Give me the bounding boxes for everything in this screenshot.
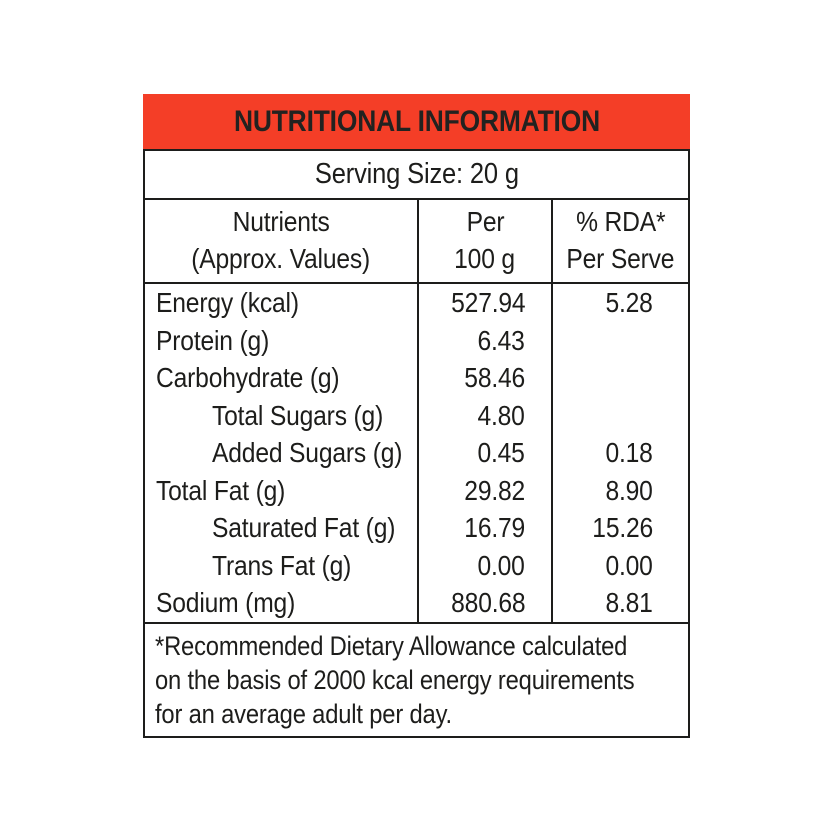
nutrient-label-carbohydrate: Carbohydrate (g) — [156, 362, 340, 394]
per100-value-total-fat: 29.82 — [417, 471, 551, 510]
footnote-line1: *Recommended Dietary Allowance calculate… — [155, 630, 628, 661]
per100-value-carbohydrate: 58.46 — [417, 359, 551, 397]
title-band: NUTRITIONAL INFORMATION — [143, 94, 690, 149]
rda-value-added-sugars: 0.18 — [551, 434, 688, 472]
column-header-per-100g: Per 100 g — [417, 200, 551, 282]
per100-value-protein: 6.43 — [417, 321, 551, 360]
per100-value-sodium: 880.68 — [417, 584, 551, 622]
column-header-rda: % RDA* Per Serve — [551, 200, 688, 282]
serving-size-text: Serving Size: 20 g — [314, 158, 519, 190]
per100-value-saturated-fat: 16.79 — [417, 509, 551, 547]
rda-value-total-sugars — [551, 396, 688, 435]
nutrient-label-trans-fat: Trans Fat (g) — [212, 549, 352, 581]
serving-size-row: Serving Size: 20 g — [145, 151, 688, 200]
rda-header-line2: Per Serve — [566, 243, 675, 274]
per-header-line1: Per — [466, 206, 504, 237]
nutrient-data-grid: Energy (kcal) 527.94 5.28 Protein (g) 6.… — [145, 284, 688, 624]
nutrient-label-added-sugars: Added Sugars (g) — [212, 437, 403, 469]
rda-value-energy: 5.28 — [551, 284, 688, 322]
rda-value-carbohydrate — [551, 359, 688, 397]
nutrient-label-energy: Energy (kcal) — [156, 287, 299, 318]
column-header-row: Nutrients (Approx. Values) Per 100 g % R… — [145, 200, 688, 284]
per100-value-added-sugars: 0.45 — [417, 434, 551, 472]
footnote-line2: on the basis of 2000 kcal energy require… — [155, 664, 635, 695]
nutrient-label-saturated-fat: Saturated Fat (g) — [212, 512, 396, 544]
rda-value-saturated-fat: 15.26 — [551, 509, 688, 547]
rda-footnote: *Recommended Dietary Allowance calculate… — [145, 624, 688, 736]
nutrient-label-total-sugars: Total Sugars (g) — [212, 399, 384, 431]
rda-header-line1: % RDA* — [575, 206, 666, 237]
rda-value-protein — [551, 321, 688, 360]
nutrient-label-protein: Protein (g) — [156, 324, 270, 356]
per100-value-trans-fat: 0.00 — [417, 546, 551, 585]
nutrients-header-line2: (Approx. Values) — [191, 243, 371, 274]
nutrients-header-line1: Nutrients — [232, 206, 330, 237]
per100-value-total-sugars: 4.80 — [417, 396, 551, 435]
nutrient-label-sodium: Sodium (mg) — [156, 587, 296, 619]
per-header-line2: 100 g — [454, 243, 516, 274]
footnote-line3: for an average adult per day. — [155, 698, 452, 729]
per100-value-energy: 527.94 — [417, 284, 551, 322]
rda-value-total-fat: 8.90 — [551, 471, 688, 510]
rda-value-trans-fat: 0.00 — [551, 546, 688, 585]
rda-value-sodium: 8.81 — [551, 584, 688, 622]
column-header-nutrients: Nutrients (Approx. Values) — [145, 200, 417, 282]
page-title: NUTRITIONAL INFORMATION — [233, 104, 600, 138]
nutrition-table: Serving Size: 20 g Nutrients (Approx. Va… — [143, 149, 690, 738]
nutrient-label-total-fat: Total Fat (g) — [156, 474, 286, 506]
nutrition-label: NUTRITIONAL INFORMATION Serving Size: 20… — [143, 94, 690, 738]
